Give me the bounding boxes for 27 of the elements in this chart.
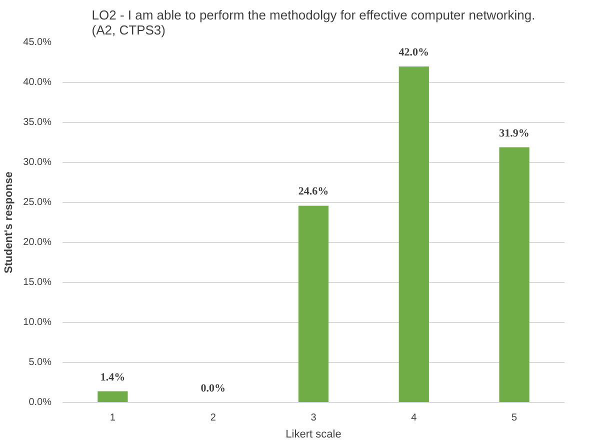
y-tick-label: 35.0% [23, 117, 52, 128]
y-tick-label: 40.0% [23, 77, 52, 88]
bar [499, 147, 530, 402]
y-tick-label: 20.0% [23, 237, 52, 248]
x-tick-label: 1 [110, 412, 116, 424]
x-axis-title: Likert scale [286, 428, 342, 440]
bar [98, 391, 128, 402]
x-tick-label: 4 [411, 412, 418, 424]
y-axis-title: Student's response [3, 172, 16, 274]
y-tick-label: 45.0% [23, 37, 52, 48]
y-tick-label: 25.0% [23, 197, 52, 208]
data-label: 42.0% [398, 46, 430, 58]
data-label: 24.6% [298, 186, 329, 198]
x-tick-label: 3 [310, 412, 317, 424]
chart-title: LO2 - I am able to perform the methodolgy for effective computer networking. (A2, CTPS3) [92, 8, 536, 38]
bar [298, 206, 329, 402]
data-label: 31.9% [499, 127, 530, 140]
y-tick-label: 5.0% [28, 357, 52, 368]
bar [398, 66, 429, 402]
x-tick-label: 5 [512, 412, 518, 424]
data-label: 1.4% [100, 371, 126, 384]
y-tick-label: 30.0% [23, 157, 52, 168]
data-label: 0.0% [200, 382, 226, 394]
x-tick-label: 2 [210, 412, 216, 424]
y-tick-label: 0.0% [28, 397, 52, 408]
y-tick-label: 15.0% [23, 277, 52, 288]
y-tick-label: 10.0% [23, 317, 52, 328]
